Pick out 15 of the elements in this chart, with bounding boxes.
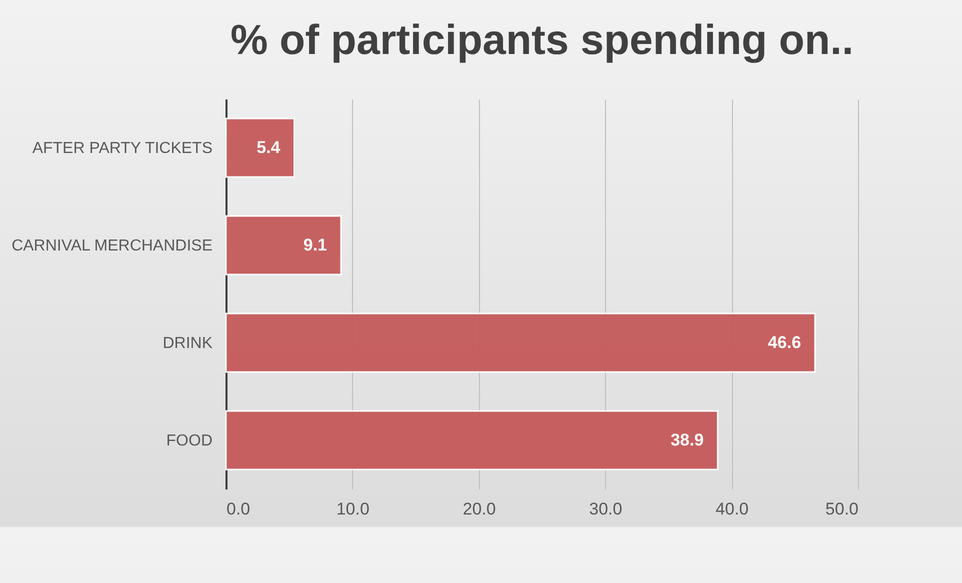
data-label: 46.6 [768, 332, 802, 352]
y-tick-label: CARNIVAL MERCHANDISE [12, 237, 212, 254]
chart-title: % of participants spending on.. [230, 16, 854, 63]
x-tick-label: 20.0 [462, 500, 496, 518]
x-tick-label: 50.0 [825, 500, 858, 518]
y-tick-label: DRINK [162, 334, 213, 352]
data-label: 9.1 [303, 235, 328, 254]
y-tick-label: AFTER PARTY TICKETS [32, 140, 212, 157]
data-label: 38.9 [670, 430, 704, 450]
x-tick-label: 40.0 [716, 500, 749, 518]
x-tick-label: 30.0 [589, 500, 622, 518]
y-tick-label: FOOD [166, 432, 212, 450]
x-tick-label: 10.0 [336, 500, 370, 518]
data-label: 5.4 [256, 138, 281, 157]
x-tick-label: 0.0 [226, 500, 250, 518]
